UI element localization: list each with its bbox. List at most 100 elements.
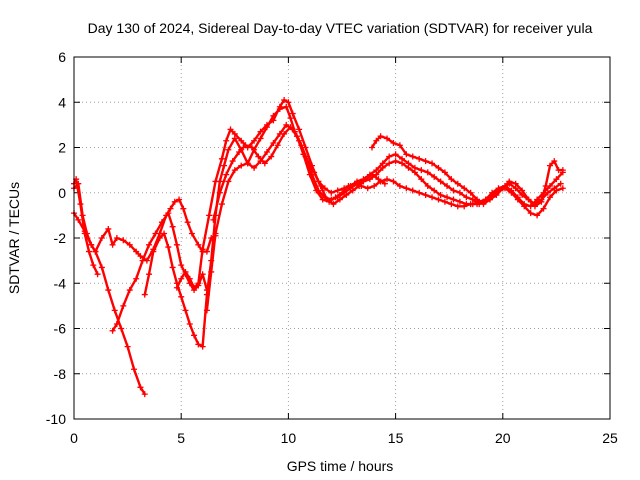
data-point	[461, 185, 468, 192]
data-point	[334, 187, 341, 194]
data-point	[173, 284, 180, 291]
data-point	[467, 189, 474, 196]
data-point	[542, 182, 549, 189]
data-point	[182, 307, 189, 314]
data-point	[236, 149, 243, 156]
data-point	[377, 178, 384, 185]
data-point	[508, 189, 515, 196]
data-point	[551, 185, 558, 192]
y-tick-label: -2	[54, 230, 67, 246]
data-point	[435, 196, 442, 203]
y-tick-label: -4	[54, 275, 67, 291]
data-point	[283, 103, 290, 110]
data-point	[332, 194, 339, 201]
data-point	[231, 167, 238, 174]
data-point	[373, 137, 380, 144]
data-point	[450, 187, 457, 194]
data-point	[94, 271, 101, 278]
data-point	[456, 189, 463, 196]
data-point	[418, 167, 425, 174]
data-point	[98, 264, 105, 271]
data-point	[199, 246, 206, 253]
data-point	[195, 241, 202, 248]
data-point	[371, 182, 378, 189]
data-point	[441, 169, 448, 176]
y-tick-label: -10	[46, 411, 66, 427]
data-point	[296, 126, 303, 133]
data-point	[390, 139, 397, 146]
data-point	[418, 176, 425, 183]
data-point	[283, 121, 290, 128]
data-point	[373, 171, 380, 178]
data-point	[158, 219, 165, 226]
data-point	[212, 178, 219, 185]
series-line	[72, 182, 146, 396]
data-point	[242, 142, 249, 149]
data-point	[326, 198, 333, 205]
tick-layer: 0 5 10 15 20 25 -10 -8 -6 -4 -2 0 2 4 6	[46, 49, 618, 446]
data-point	[403, 185, 410, 192]
data-point	[313, 187, 320, 194]
data-point	[79, 212, 86, 219]
y-tick-label: -6	[54, 321, 67, 337]
series-track-9	[369, 133, 566, 210]
data-point	[124, 343, 131, 350]
data-point	[351, 180, 358, 187]
data-point	[416, 189, 423, 196]
data-point	[146, 241, 153, 248]
data-point	[302, 144, 309, 151]
data-point	[559, 185, 566, 192]
series-line	[370, 135, 564, 208]
data-point	[330, 201, 337, 208]
data-point	[131, 366, 138, 373]
data-point	[557, 180, 564, 187]
x-tick-label: 5	[177, 430, 185, 446]
data-point	[113, 235, 120, 241]
data-point	[306, 171, 313, 178]
data-point	[81, 228, 88, 235]
data-point	[191, 284, 198, 291]
data-point	[328, 189, 335, 196]
data-point	[384, 135, 391, 142]
y-tick-label: 6	[58, 49, 66, 65]
data-point	[463, 194, 470, 201]
data-point	[238, 162, 245, 169]
data-point	[133, 248, 140, 255]
data-point	[444, 182, 451, 189]
series-track-5	[141, 103, 388, 350]
data-point	[424, 169, 431, 176]
data-point	[416, 155, 423, 162]
data-point	[195, 341, 202, 348]
data-point	[203, 307, 210, 314]
data-point	[231, 130, 238, 137]
data-point	[411, 169, 418, 176]
data-point	[486, 196, 493, 203]
data-point	[431, 187, 438, 194]
data-point	[178, 262, 185, 269]
data-point	[381, 180, 388, 187]
data-point	[519, 187, 526, 194]
series-line	[205, 123, 564, 312]
series-track-7	[203, 121, 566, 314]
data-point	[551, 158, 558, 165]
data-point	[109, 327, 116, 334]
data-point	[223, 171, 230, 178]
data-point	[257, 135, 264, 142]
data-point	[248, 144, 255, 151]
data-point	[377, 133, 384, 140]
data-point	[546, 194, 553, 201]
data-point	[506, 178, 513, 185]
data-point	[176, 196, 183, 203]
data-point	[546, 162, 553, 169]
series-line	[143, 105, 387, 348]
y-tick-label: -8	[54, 366, 67, 382]
data-point	[182, 268, 189, 275]
data-point	[113, 320, 120, 327]
data-point	[218, 155, 225, 162]
x-tick-label: 25	[602, 430, 618, 446]
series-track-6	[173, 96, 566, 291]
data-point	[229, 158, 236, 165]
data-point	[165, 244, 172, 251]
